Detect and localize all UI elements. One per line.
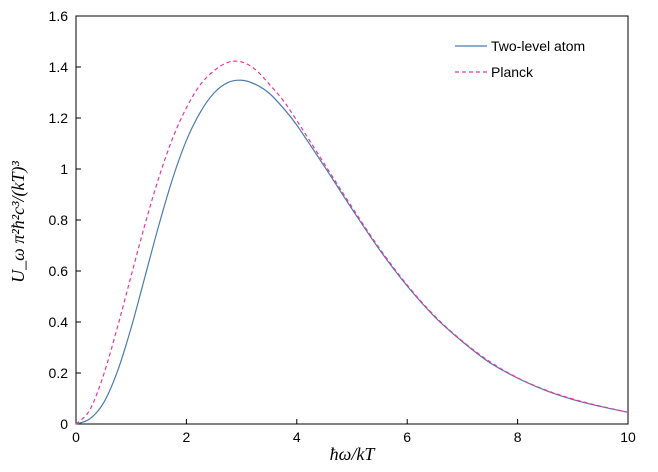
ticks-layer: 0 2 4 6 8 10 0 0.2 0.4 0.6 0.8 1 1.2 1.4 1.6: [49, 8, 636, 445]
series-line-1: [75, 60, 629, 425]
x-tick-label: 4: [293, 429, 301, 445]
y-tick-label: 1.4: [49, 59, 69, 75]
x-tick-label: 2: [183, 429, 191, 445]
x-tick-label: 0: [72, 429, 80, 445]
legend-label-1: Planck: [491, 64, 534, 80]
series-line-0: [75, 79, 629, 425]
y-tick-label: 1.6: [49, 8, 69, 24]
y-tick-label: 0.4: [49, 314, 69, 330]
plot-frame: [75, 15, 629, 425]
y-tick-label: 1: [60, 161, 68, 177]
x-tick-label: 6: [403, 429, 411, 445]
x-tick-label: 8: [514, 429, 522, 445]
x-axis-label: ħω/kT: [330, 444, 377, 464]
y-tick-label: 1.2: [49, 110, 69, 126]
y-tick-label: 0.6: [49, 263, 69, 279]
y-tick-label: 0: [60, 416, 68, 432]
legend-label-0: Two-level atom: [491, 38, 585, 54]
y-tick-label: 0.2: [49, 365, 69, 381]
x-tick-label: 10: [620, 429, 636, 445]
legend: Two-level atom Planck: [455, 38, 585, 80]
y-tick-label: 0.8: [49, 212, 69, 228]
series-layer: [75, 60, 629, 425]
y-axis-label: U_ω π²ħ²c³/(kT)³: [8, 161, 29, 283]
